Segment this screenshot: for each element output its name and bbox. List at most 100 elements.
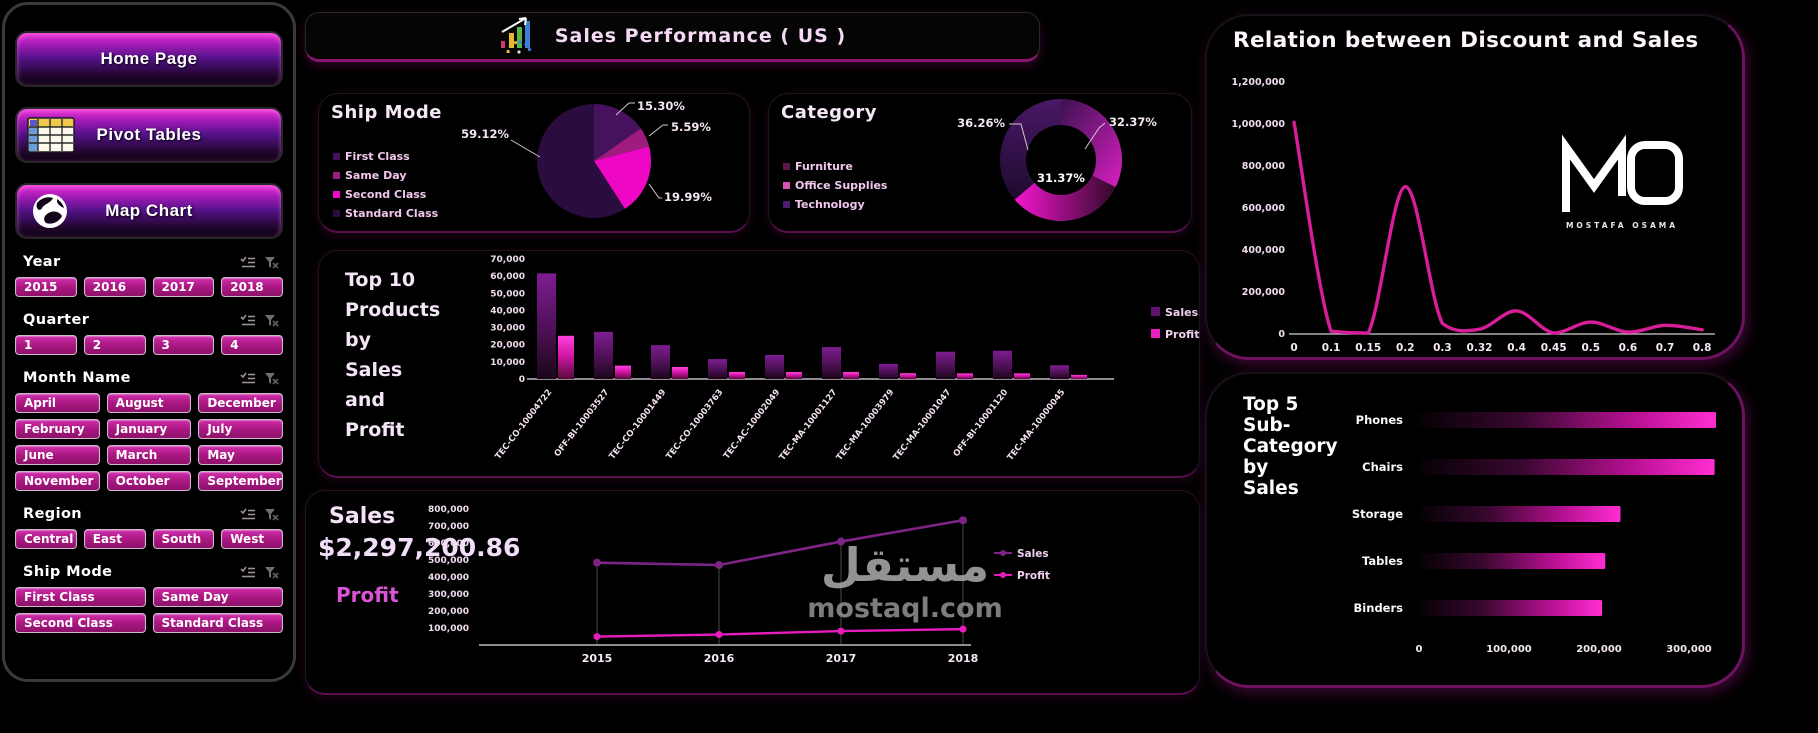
y-tick: 400,000 (1242, 245, 1286, 256)
ship-mode-item-same-day[interactable]: Same Day (152, 587, 283, 607)
month-name-item-january[interactable]: January (106, 419, 192, 439)
quarter-item-1[interactable]: 1 (15, 335, 77, 355)
mo-logo-subtitle: MOSTAFA OSAMA (1565, 221, 1679, 230)
profit-bar (615, 365, 631, 379)
category-title: Category (781, 102, 878, 123)
x-tick: TEC-CO-10001449 (608, 388, 669, 462)
multi-select-icon[interactable] (240, 256, 256, 269)
slicer-list: Year 2015 2016 2017 2018 Quarter 1 2 3 4 Month Nam… (15, 254, 283, 633)
slicer-title: Year (23, 254, 61, 270)
dashboard-title-card: Sales Performance ( US ) (305, 12, 1040, 62)
x-tick: 0.15 (1355, 342, 1381, 354)
y-tick: 1,000,000 (1232, 119, 1286, 130)
legend-marker (783, 163, 790, 170)
pie-label: 5.59% (671, 120, 711, 134)
x-tick: 2018 (948, 652, 979, 665)
month-name-item-december[interactable]: December (198, 393, 283, 413)
slicer-quarter: Quarter 1 2 3 4 (15, 312, 283, 355)
profit-bar (900, 373, 916, 379)
watermark-url: mostaql.com (807, 592, 1003, 624)
category-legend: Furniture Office Supplies Technology (783, 160, 887, 211)
month-name-item-may[interactable]: May (198, 445, 283, 465)
x-tick: 300,000 (1666, 644, 1712, 655)
month-name-item-september[interactable]: September (198, 471, 283, 491)
month-name-item-february[interactable]: February (15, 419, 100, 439)
ship-mode-title: Ship Mode (331, 102, 442, 123)
month-name-item-march[interactable]: March (106, 445, 192, 465)
profit-point (959, 625, 967, 633)
year-item-2018[interactable]: 2018 (221, 277, 283, 297)
category-donut-chart: 32.37% 31.37% 36.26% (957, 99, 1157, 221)
ship-mode-item-standard-class[interactable]: Standard Class (152, 613, 283, 633)
sales-bar (936, 351, 955, 379)
ship-mode-item-first-class[interactable]: First Class (15, 587, 146, 607)
top10-bar-chart: 70,000 60,000 50,000 40,000 30,000 20,000 10,0… (490, 255, 1199, 463)
x-tick: 0.3 (1433, 342, 1452, 354)
month-name-item-april[interactable]: April (15, 393, 100, 413)
dashboard-title: Sales Performance ( US ) (554, 25, 847, 47)
top5-title-line: Category (1243, 436, 1338, 457)
x-tick: 0.5 (1581, 342, 1600, 354)
year-item-2016[interactable]: 2016 (83, 277, 146, 297)
y-tick: 800,000 (428, 505, 469, 515)
nav-button-map-chart[interactable]: Map Chart (15, 183, 283, 239)
top10-products-card: Top 10 Products by Sales and Profit 70,000 60,… (318, 250, 1200, 478)
region-item-west[interactable]: West (221, 529, 283, 549)
month-name-item-july[interactable]: July (198, 419, 283, 439)
watermark-arabic: مستقل (820, 538, 990, 592)
clear-filter-icon[interactable] (264, 314, 279, 327)
sales-trend-line-chart: 800,000 700,000 600,000 500,000 400,000 300,0… (428, 505, 1050, 665)
nav-button-home-page[interactable]: Home Page (15, 31, 283, 87)
legend-item: First Class (333, 150, 438, 163)
slicer-title: Month Name (23, 370, 131, 386)
month-name-item-october[interactable]: October (106, 471, 192, 491)
quarter-item-2[interactable]: 2 (83, 335, 146, 355)
x-tick: 2017 (826, 652, 857, 665)
top10-title-line: Sales (345, 359, 403, 381)
y-tick: 0 (519, 375, 525, 385)
pie-label: 59.12% (461, 127, 509, 141)
quarter-item-3[interactable]: 3 (152, 335, 215, 355)
legend-label: First Class (345, 150, 410, 163)
clear-filter-icon[interactable] (264, 508, 279, 521)
region-item-east[interactable]: East (83, 529, 146, 549)
profit-bar (729, 371, 745, 379)
month-name-item-june[interactable]: June (15, 445, 100, 465)
year-item-2015[interactable]: 2015 (15, 277, 77, 297)
top10-title-line: by (345, 329, 371, 351)
multi-select-icon[interactable] (240, 372, 256, 385)
slicer-year: Year 2015 2016 2017 2018 (15, 254, 283, 297)
sales-point (715, 561, 723, 570)
clear-filter-icon[interactable] (264, 372, 279, 385)
ship-mode-item-second-class[interactable]: Second Class (15, 613, 146, 633)
clear-filter-icon[interactable] (264, 566, 279, 579)
profit-bar (786, 371, 802, 379)
multi-select-icon[interactable] (240, 566, 256, 579)
sales-point (959, 516, 967, 525)
donut-label: 32.37% (1109, 115, 1157, 129)
top5-subcategory-card: Top 5 Sub- Category by Sales Phones Chairs Sto… (1205, 372, 1745, 688)
multi-select-icon[interactable] (240, 314, 256, 327)
row-label: Binders (1354, 601, 1404, 615)
profit-bar (957, 373, 973, 379)
multi-select-icon[interactable] (240, 508, 256, 521)
x-tick: 0.8 (1693, 342, 1712, 354)
legend-label: Sales (1017, 548, 1049, 560)
month-name-item-august[interactable]: August (106, 393, 192, 413)
sidebar: Home Page Pivot (2, 2, 296, 682)
clear-filter-icon[interactable] (264, 256, 279, 269)
sales-bar (765, 355, 784, 379)
year-item-2017[interactable]: 2017 (152, 277, 215, 297)
row-label: Storage (1352, 507, 1403, 521)
nav-label: Map Chart (105, 201, 193, 220)
region-item-south[interactable]: South (152, 529, 215, 549)
legend-marker (783, 182, 790, 189)
watermark: مستقل mostaql.com (807, 540, 1002, 624)
y-tick: 100,000 (428, 624, 469, 634)
quarter-item-4[interactable]: 4 (221, 335, 283, 355)
y-tick: 60,000 (490, 272, 525, 282)
nav-button-pivot-tables[interactable]: Pivot Tables (15, 107, 283, 163)
top5-bar-tables (1419, 553, 1606, 569)
month-name-item-november[interactable]: November (15, 471, 100, 491)
region-item-central[interactable]: Central (15, 529, 77, 549)
